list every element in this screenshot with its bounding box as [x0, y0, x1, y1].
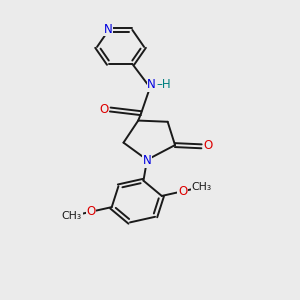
Text: O: O: [203, 139, 213, 152]
Text: CH₃: CH₃: [62, 211, 82, 221]
Text: N: N: [142, 154, 151, 167]
Text: O: O: [86, 205, 96, 218]
Text: –H: –H: [156, 78, 171, 91]
Text: N: N: [147, 78, 156, 91]
Text: N: N: [104, 23, 112, 36]
Text: O: O: [99, 103, 108, 116]
Text: O: O: [178, 185, 187, 198]
Text: CH₃: CH₃: [191, 182, 212, 192]
